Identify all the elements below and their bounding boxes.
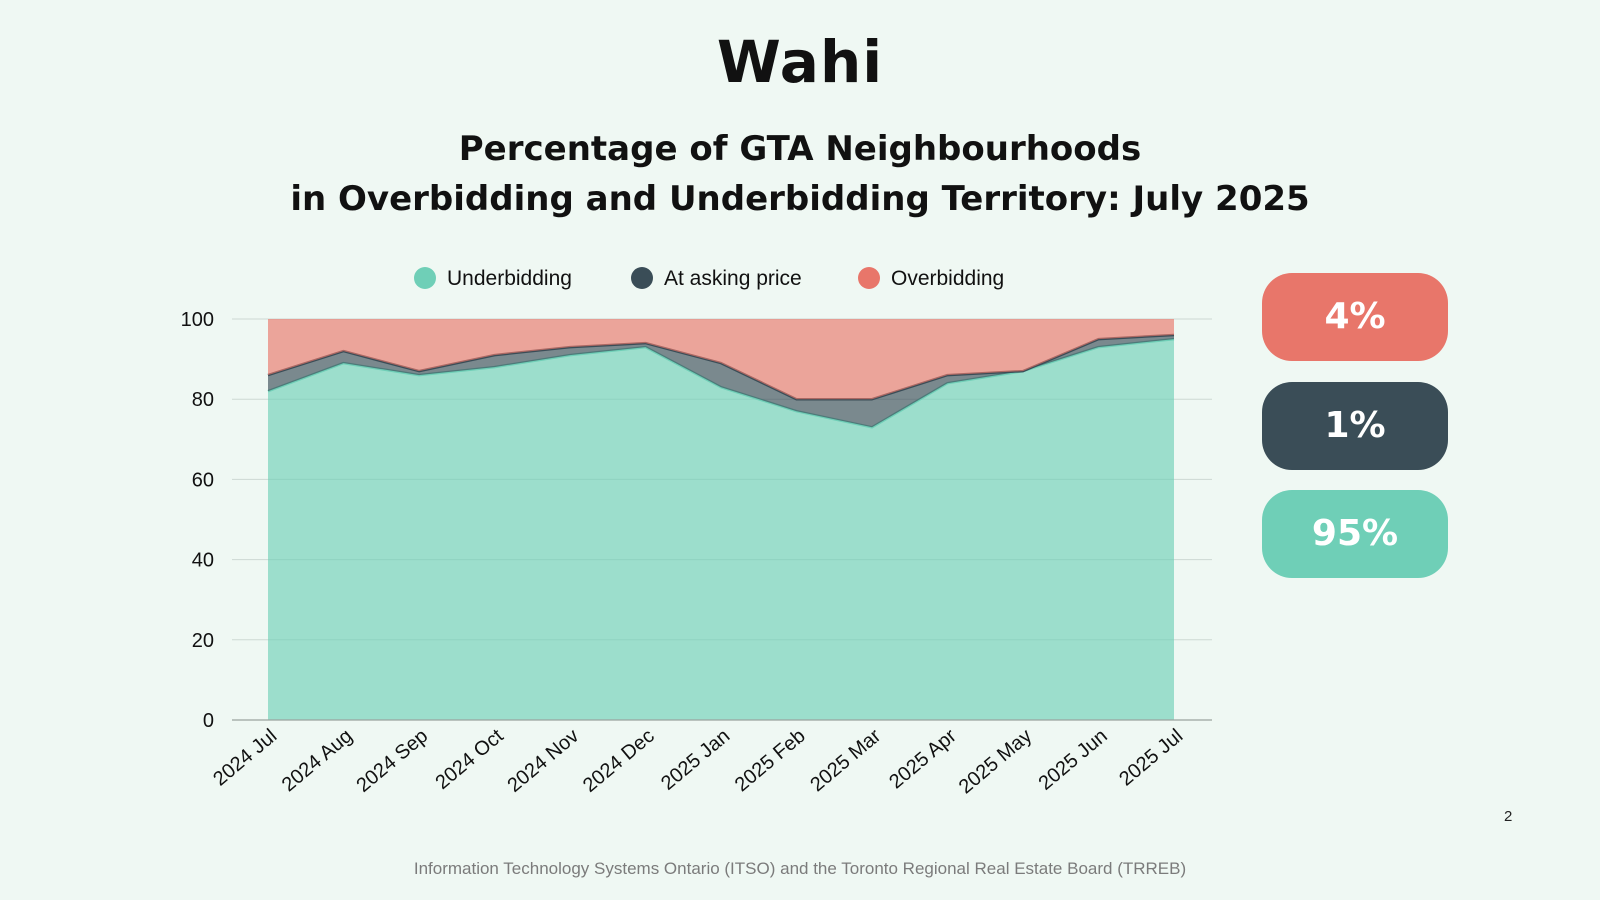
x-tick-label: 2024 Aug	[278, 725, 357, 796]
x-tick-label: 2025 Jun	[1035, 725, 1112, 795]
area-overbidding	[268, 319, 1174, 400]
x-tick-label: 2025 Apr	[885, 725, 961, 794]
legend-label-at-asking-price: At asking price	[664, 267, 802, 290]
x-tick-label: 2025 Feb	[731, 725, 810, 796]
area-at-asking-price	[268, 335, 1174, 428]
y-tick-label-60: 60	[192, 469, 214, 491]
y-tick-label-0: 0	[203, 710, 214, 732]
logo-text: Wahi	[716, 28, 884, 96]
legend-marker-overbidding	[858, 267, 880, 289]
x-tick-label: 2024 Nov	[503, 725, 583, 797]
legend-marker-underbidding	[414, 267, 436, 289]
wahi-logo: Wahi	[0, 30, 1600, 94]
y-tick-label-100: 100	[181, 309, 214, 331]
x-tick-label: 2025 Jul	[1115, 725, 1187, 790]
overbidding-badge: 4%	[1262, 273, 1448, 361]
page-number: 2	[1504, 808, 1513, 825]
chart-title-line-1: Percentage of GTA Neighbourhoods	[458, 129, 1142, 169]
source-note: Information Technology Systems Ontario (…	[413, 859, 1187, 878]
y-tick-label-80: 80	[192, 389, 214, 411]
chart-title-line-2: in Overbidding and Underbidding Territor…	[290, 179, 1310, 219]
legend-marker-at-asking-price	[631, 267, 653, 289]
x-tick-label: 2024 Jul	[209, 725, 281, 790]
at-asking-badge: 1%	[1262, 382, 1448, 470]
y-tick-label-40: 40	[192, 550, 214, 572]
underbidding-badge: 95%	[1262, 490, 1448, 578]
area-underbidding	[268, 339, 1174, 720]
x-tick-label: 2024 Dec	[579, 725, 659, 797]
x-tick-label: 2025 Jan	[657, 725, 734, 795]
legend-label-underbidding: Underbidding	[447, 267, 572, 290]
chart-title: Percentage of GTA Neighbourhoods in Over…	[0, 124, 1600, 224]
legend-label-overbidding: Overbidding	[891, 267, 1004, 290]
x-tick-label: 2025 Mar	[806, 725, 885, 796]
y-tick-label-20: 20	[192, 630, 214, 652]
x-tick-label: 2024 Sep	[352, 725, 432, 797]
x-tick-label: 2024 Oct	[431, 725, 508, 794]
x-tick-label: 2025 May	[955, 725, 1036, 798]
